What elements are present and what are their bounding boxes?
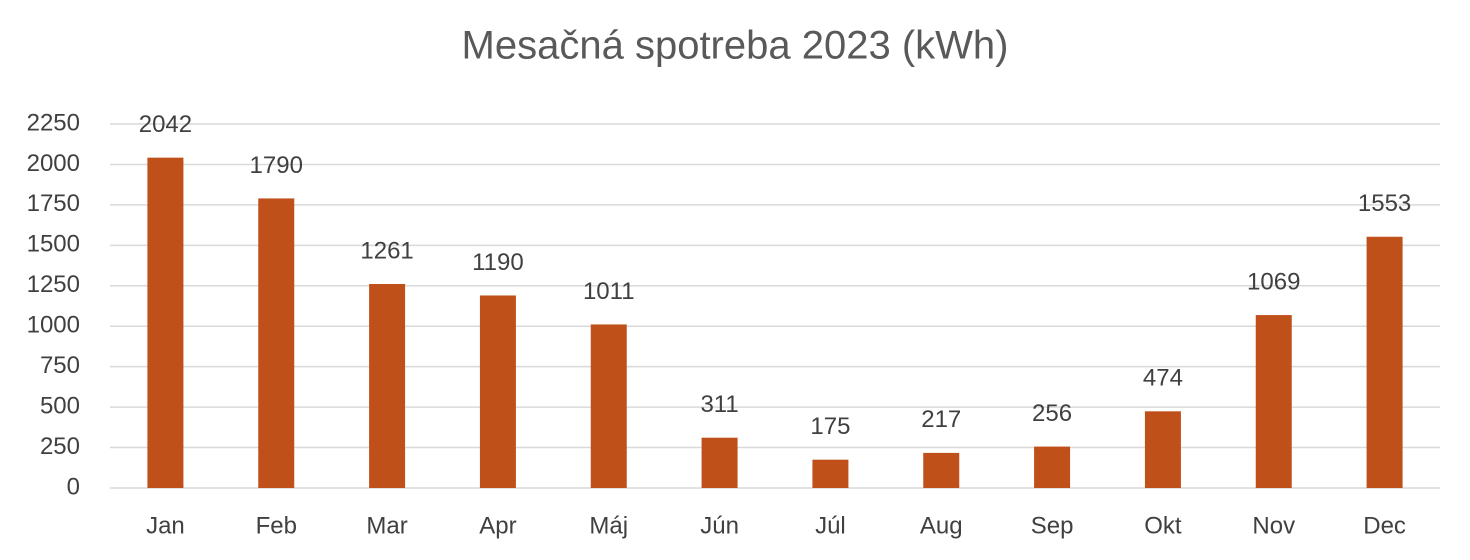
data-label: 474 — [1143, 365, 1183, 392]
y-tick-label: 1750 — [27, 190, 80, 217]
x-tick-label: Jan — [146, 512, 185, 539]
x-tick-label: Mar — [366, 512, 407, 539]
y-tick-label: 1000 — [27, 312, 80, 339]
bar — [701, 437, 738, 488]
data-label: 1553 — [1358, 190, 1411, 217]
y-tick-label: 1500 — [27, 231, 80, 258]
x-tick-label: Jún — [700, 512, 739, 539]
data-label: 1261 — [360, 237, 413, 264]
data-label: 256 — [1032, 400, 1072, 427]
x-tick-label: Nov — [1252, 512, 1295, 539]
data-label: 2042 — [139, 111, 192, 138]
data-label: 1069 — [1247, 268, 1300, 295]
bar — [258, 198, 295, 488]
data-label: 217 — [921, 406, 961, 433]
bar — [590, 324, 627, 488]
bar — [923, 452, 960, 488]
bar — [1144, 411, 1181, 488]
bar — [479, 295, 516, 488]
x-tick-label: Okt — [1144, 512, 1182, 539]
y-tick-label: 500 — [40, 392, 80, 419]
y-tick-label: 250 — [40, 433, 80, 460]
data-label: 175 — [810, 413, 850, 440]
x-tick-label: Júl — [815, 512, 846, 539]
bar — [1034, 446, 1071, 488]
x-tick-label: Apr — [479, 512, 516, 539]
bar — [812, 459, 849, 488]
data-label: 1790 — [250, 152, 303, 179]
y-tick-label: 750 — [40, 352, 80, 379]
x-tick-label: Feb — [256, 512, 297, 539]
y-tick-label: 0 — [67, 473, 80, 500]
bar — [369, 283, 406, 488]
data-label: 311 — [700, 391, 738, 418]
bar — [1255, 315, 1292, 488]
x-tick-label: Aug — [920, 512, 963, 539]
data-label: 1011 — [583, 278, 635, 305]
bar — [1366, 236, 1403, 488]
chart-title: Mesačná spotreba 2023 (kWh) — [462, 24, 1009, 68]
x-tick-label: Sep — [1031, 512, 1074, 539]
y-tick-label: 1250 — [27, 271, 80, 298]
data-label: 1190 — [472, 249, 524, 276]
x-tick-label: Máj — [589, 512, 628, 539]
y-tick-label: 2000 — [27, 150, 80, 177]
x-tick-label: Dec — [1363, 512, 1406, 539]
bar — [147, 157, 184, 488]
y-tick-label: 2250 — [27, 109, 80, 136]
